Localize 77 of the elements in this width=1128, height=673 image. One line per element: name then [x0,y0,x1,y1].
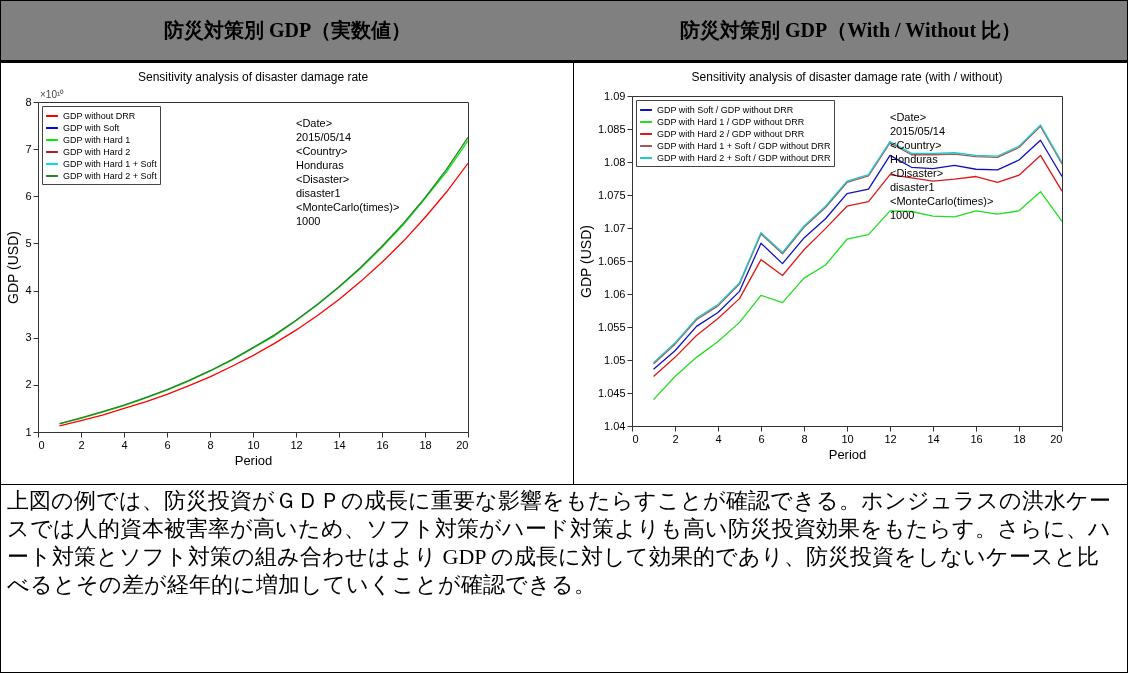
y-tick-label: 5 [25,236,32,249]
chart-subtitle: Sensitivity analysis of disaster damage rate (with / without) [691,70,1003,84]
annotation: disaster1 [890,181,935,193]
annotation: 2015/05/14 [296,131,352,143]
x-tick-label: 0 [632,432,639,445]
x-tick-label: 6 [758,432,765,445]
x-tick-label: 6 [164,438,171,451]
legend-label: GDP without DRR [63,111,136,121]
legend-label: GDP with Hard 2 + Soft [63,171,158,181]
legend-label: GDP with Soft [63,123,120,133]
y-axis-title: GDP (USD) [577,225,594,298]
annotation: Honduras [296,159,345,171]
x-tick-label: 18 [1013,432,1026,445]
x-tick-label: 20 [456,438,469,451]
annotation: <Date> [890,111,927,123]
y-tick-label: 1.09 [604,89,626,102]
x-tick-label: 2 [672,432,679,445]
legend-label: GDP with Hard 2 [63,147,131,157]
y-tick-label: 1.075 [597,188,626,201]
x-tick-label: 12 [290,438,303,451]
text: 上図の例では、防災投資がＧＤＰの成長に重要な影響をもたらすことが確認できる。ホンジュラスの洪水ケースでは人的資本被害率が高いため、ソフト対策がハード対策よりも高い防災投資効果をもたらす。さらに、ハート対策とソフト対策の組み合わせはより GDP の成長に対して効果的であり、防災投資をしないケースと比べるとその差が経年的に増加していくことが確認できる。 [7,487,1112,599]
legend-label: GDP with Hard 1 + Soft [63,159,158,169]
annotation: 1000 [296,215,321,227]
annotation: <Disaster> [296,173,350,185]
annotation: <MonteCarlo(times)> [890,195,994,207]
x-tick-label: 12 [884,432,897,445]
y-tick-label: 1.07 [604,221,626,234]
legend-label: GDP with Hard 2 / GDP without DRR [657,129,805,139]
y-tick-label: 1 [25,425,32,438]
y-tick-label: 1.06 [604,287,626,300]
x-tick-label: 8 [801,432,808,445]
x-tick-label: 4 [715,432,722,445]
y-tick-label: 1.055 [597,320,626,333]
x-tick-label: 14 [927,432,940,445]
y-tick-label: 1.08 [604,155,626,168]
y-axis-title: GDP (USD) [5,231,22,304]
x-axis-title: Period [828,446,867,462]
chart-title: 防災対策別 GDP（実数値） [1,1,574,63]
y-tick-label: 1.065 [597,254,626,267]
annotation: disaster1 [296,187,341,199]
y-tick-label: 1.05 [604,353,626,366]
y-tick-label: 3 [25,331,32,344]
line-series [652,191,1062,401]
chart-title: 防災対策別 GDP（With / Without 比） [574,1,1127,63]
annotation: 2015/05/14 [890,125,946,137]
y-tick-label: 7 [25,142,32,155]
x-tick-label: 2 [78,438,85,451]
legend-label: GDP with Hard 2 + Soft / GDP without DRR [657,153,831,163]
annotation: <MonteCarlo(times)> [296,201,400,213]
x-tick-label: 8 [207,438,214,451]
x-tick-label: 16 [376,438,389,451]
y-tick-label: 4 [25,284,32,297]
text: ×10¹⁰ [40,89,65,100]
x-tick-label: 20 [1050,432,1063,445]
y-tick-label: 1.045 [597,386,626,399]
annotation: <Country> [296,145,348,157]
y-tick-label: 1.04 [604,419,626,432]
chart-subtitle: Sensitivity analysis of disaster damage rate [137,70,369,84]
y-tick-label: 8 [25,95,32,108]
annotation: <Disaster> [890,167,944,179]
x-tick-label: 4 [121,438,128,451]
legend-label: GDP with Soft / GDP without DRR [657,105,794,115]
annotation: 1000 [890,209,915,221]
annotation: <Date> [296,117,333,129]
x-tick-label: 14 [333,438,346,451]
y-tick-label: 6 [25,189,32,202]
legend-label: GDP with Hard 1 / GDP without DRR [657,117,805,127]
legend-label: GDP with Hard 1 [63,135,131,145]
x-tick-label: 16 [970,432,983,445]
legend-label: GDP with Hard 1 + Soft / GDP without DRR [657,141,831,151]
y-tick-label: 1.085 [597,122,626,135]
x-tick-label: 18 [419,438,432,451]
x-tick-label: 10 [247,438,260,451]
y-tick-label: 2 [25,378,32,391]
x-tick-label: 0 [38,438,45,451]
x-axis-title: Period [234,452,273,468]
x-tick-label: 10 [841,432,854,445]
